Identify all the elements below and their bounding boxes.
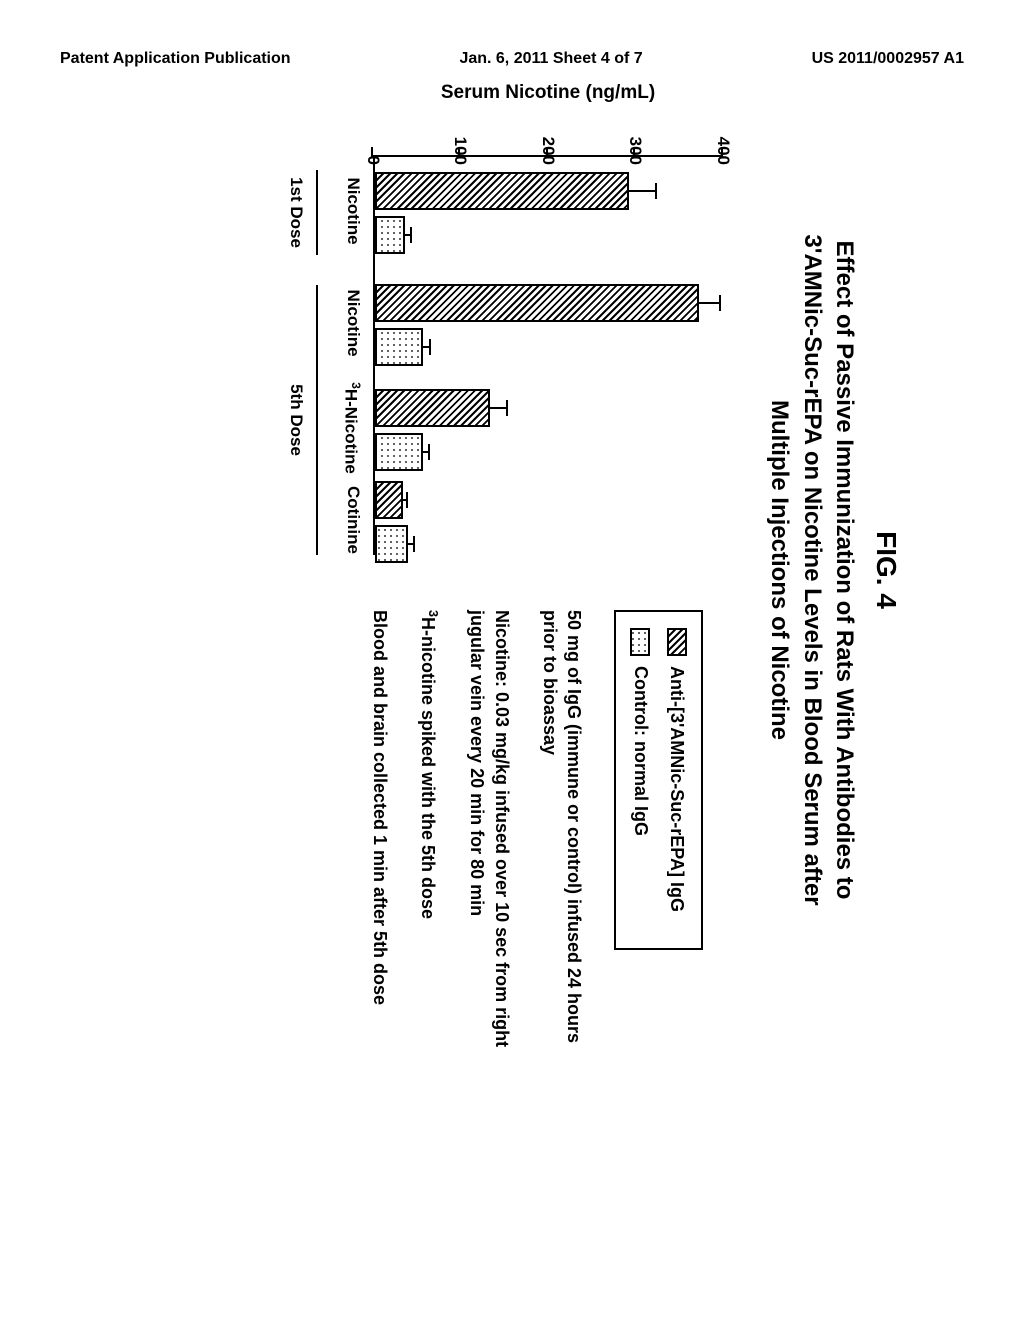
error-cap xyxy=(506,400,508,416)
dose-group-line xyxy=(316,170,318,255)
y-tick-label: 0 xyxy=(363,156,383,165)
error-cap xyxy=(410,227,412,243)
figure-container: FIG. 4 Effect of Passive Immunization of… xyxy=(80,180,944,960)
x-category-label: Nicotine xyxy=(343,177,363,244)
y-tick-label: 400 xyxy=(713,137,733,165)
bar-immune xyxy=(375,284,699,322)
dose-group-label: 1st Dose xyxy=(286,177,306,248)
header-right: US 2011/0002957 A1 xyxy=(812,50,964,68)
error-cap xyxy=(655,183,657,199)
bar-control xyxy=(375,328,423,366)
plot-area xyxy=(373,155,723,555)
figure-title-block: FIG. 4 Effect of Passive Immunization of… xyxy=(763,80,902,1060)
rotated-figure: FIG. 4 Effect of Passive Immunization of… xyxy=(122,80,902,1060)
error-bar xyxy=(697,302,722,304)
dose-group-line xyxy=(316,285,318,555)
bar-control xyxy=(375,216,406,254)
bar-immune xyxy=(375,389,491,427)
x-category-label: Cotinine xyxy=(343,486,363,554)
x-category-label: 3H-Nicotine xyxy=(340,382,363,474)
bar-immune xyxy=(375,172,629,210)
y-tick-label: 200 xyxy=(538,137,558,165)
figure-number: FIG. 4 xyxy=(870,80,902,1060)
legend-box: Anti-[3'AMNic-Suc-rEPA] IgG Control: norm… xyxy=(614,610,703,950)
figure-title-line3: Multiple Injections of Nicotine xyxy=(763,80,795,1060)
method-note: 3H-nicotine spiked with the 5th dose xyxy=(416,610,441,1060)
y-axis-title: Serum Nicotine (ng/mL) xyxy=(441,82,655,104)
method-note: Blood and brain collected 1 min after 5t… xyxy=(367,610,391,1060)
error-cap xyxy=(406,492,408,508)
method-note: Nicotine: 0.03 mg/kg infused over 10 sec… xyxy=(465,610,514,1060)
error-bar xyxy=(627,190,658,192)
bar-control xyxy=(375,433,423,471)
legend-swatch xyxy=(667,628,687,656)
header-center: Jan. 6, 2011 Sheet 4 of 7 xyxy=(459,50,642,68)
figure-body-row: Serum Nicotine (ng/mL) 0 100 200 300 400 Nico… xyxy=(263,80,733,1060)
bar-chart: Serum Nicotine (ng/mL) 0 100 200 300 400 Nico… xyxy=(263,80,733,580)
error-cap xyxy=(413,536,415,552)
y-tick-label: 100 xyxy=(450,137,470,165)
figure-title-line2: 3'AMNic-Suc-rEPA on Nicotine Levels in B… xyxy=(795,80,827,1060)
figure-title-line1: Effect of Passive Immunization of Rats W… xyxy=(828,80,860,1060)
error-cap xyxy=(719,295,721,311)
bar-immune xyxy=(375,481,403,519)
bar-control xyxy=(375,525,408,563)
legend-item: Control: normal IgG xyxy=(628,628,652,932)
y-tick-label: 300 xyxy=(625,137,645,165)
page-header: Patent Application Publication Jan. 6, 2… xyxy=(0,50,1024,68)
error-cap xyxy=(428,444,430,460)
legend-label: Anti-[3'AMNic-Suc-rEPA] IgG xyxy=(665,666,689,912)
method-note: 50 mg of IgG (immune or control) infused… xyxy=(538,610,587,1060)
error-cap xyxy=(429,339,431,355)
legend-label: Control: normal IgG xyxy=(628,666,652,836)
legend-item: Anti-[3'AMNic-Suc-rEPA] IgG xyxy=(665,628,689,932)
dose-group-label: 5th Dose xyxy=(286,384,306,456)
legend-swatch xyxy=(630,628,650,656)
x-category-label: Nicotine xyxy=(343,289,363,356)
header-left: Patent Application Publication xyxy=(60,50,291,68)
notes-list: 50 mg of IgG (immune or control) infused… xyxy=(367,610,586,1060)
legend-and-notes: Anti-[3'AMNic-Suc-rEPA] IgG Control: norm… xyxy=(343,610,732,1060)
